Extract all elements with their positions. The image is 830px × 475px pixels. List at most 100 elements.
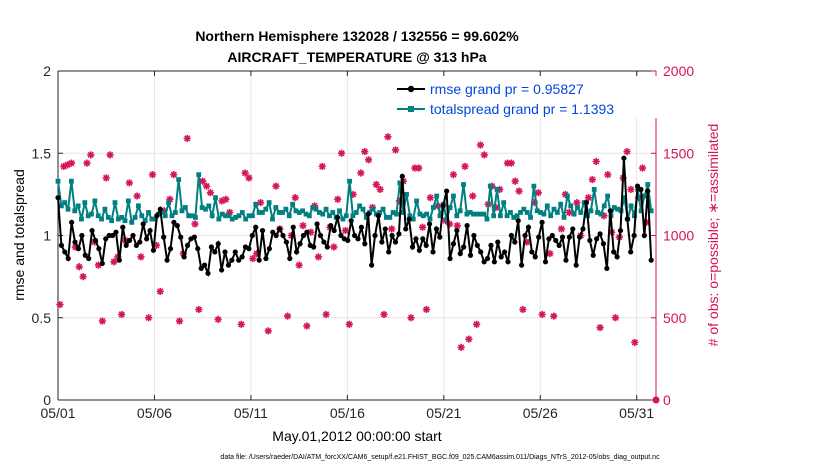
spread-point: [404, 191, 409, 197]
obs-point: [457, 343, 465, 351]
x-tick-label: 05/16: [330, 405, 365, 421]
spread-point: [514, 213, 520, 219]
rmse-point: [144, 236, 150, 242]
axes: [57, 70, 657, 401]
rmse-point: [392, 239, 399, 245]
obs-point: [314, 253, 323, 261]
spread-point: [491, 213, 497, 219]
obs-point: [303, 322, 311, 330]
spread-point: [216, 216, 222, 222]
obs-point: [519, 305, 527, 314]
obs-point-stroke: [600, 212, 608, 219]
obs-point: [330, 243, 338, 251]
rmse-point: [147, 227, 153, 234]
y-tick-label: 2: [43, 63, 51, 79]
obs-point: [623, 148, 631, 156]
rmse-point: [573, 262, 579, 268]
spread-point: [239, 210, 245, 215]
rmse-point: [314, 221, 320, 227]
spread-point: [310, 205, 316, 210]
spread-point: [564, 193, 570, 199]
obs-point-stroke: [357, 169, 365, 177]
spread-point: [152, 216, 158, 222]
rmse-point: [89, 227, 95, 234]
rmse-point: [58, 242, 65, 248]
obs-point: [426, 194, 434, 202]
y-tick-label: 0.5: [32, 310, 52, 326]
rmse-point: [140, 221, 146, 227]
rmse-point: [382, 226, 388, 232]
rmse-point: [638, 186, 644, 193]
rmse-point: [576, 234, 583, 240]
obs-point: [445, 220, 454, 228]
spread-point: [353, 210, 359, 215]
obs-point-stroke: [322, 311, 330, 318]
rmse-point: [413, 236, 419, 242]
rmse-point: [570, 226, 576, 232]
obs-point-stroke: [99, 317, 106, 325]
rmse-point: [525, 224, 532, 230]
spread-point: [65, 206, 71, 212]
obs-point: [557, 225, 566, 233]
rmse-point: [403, 226, 409, 232]
rmse-point: [634, 183, 641, 189]
obs-point-stroke: [627, 186, 635, 193]
spread-point: [136, 203, 141, 209]
spread-point: [538, 210, 543, 215]
obs-point-stroke: [79, 273, 87, 280]
rmse-point: [450, 241, 457, 247]
rmse-point: [621, 155, 627, 161]
spread-point: [313, 206, 319, 212]
spread-point: [226, 213, 232, 219]
spread-point: [434, 193, 440, 199]
spread-point: [497, 213, 503, 219]
obs-point-stroke: [546, 250, 554, 257]
obs-point-stroke: [214, 316, 222, 323]
rmse-point: [109, 232, 116, 239]
spread-point: [598, 211, 604, 217]
spread-point: [172, 210, 178, 215]
spread-point: [219, 211, 225, 217]
obs-point-stroke: [315, 253, 322, 261]
spread-point: [451, 193, 456, 199]
rmse-point: [590, 252, 596, 258]
rmse-point: [157, 206, 163, 212]
obs-point: [191, 220, 199, 228]
spread-point: [638, 208, 644, 214]
rmse-point: [208, 244, 215, 250]
obs-point-stroke: [170, 171, 177, 178]
rmse-point: [457, 250, 463, 257]
obs-point: [422, 305, 431, 314]
rmse-point: [495, 239, 501, 245]
rmse-point: [553, 237, 559, 244]
rmse-point: [201, 262, 208, 268]
obs-point-zero: [652, 396, 660, 404]
obs-point-stroke: [257, 199, 264, 206]
spread-point: [390, 210, 396, 215]
rmse-point: [123, 242, 129, 248]
spread-point: [320, 211, 326, 217]
obs-point: [256, 199, 265, 207]
spread-point: [179, 208, 185, 214]
rmse-point: [355, 236, 361, 242]
obs-point: [465, 335, 473, 343]
rmse-point: [416, 247, 422, 253]
spread-point: [109, 218, 115, 224]
spread-point: [55, 178, 61, 184]
spread-point: [337, 208, 342, 214]
spread-point: [588, 208, 594, 214]
rmse-point: [345, 237, 351, 244]
obs-point-stroke: [299, 222, 307, 229]
rmse-point: [283, 239, 290, 245]
spread-point: [363, 215, 369, 220]
rmse-point: [505, 259, 511, 265]
obs-point: [372, 180, 380, 189]
rmse-point: [239, 254, 245, 260]
rmse-point: [82, 252, 88, 258]
obs-point-stroke: [427, 194, 434, 201]
obs-point: [573, 199, 581, 207]
obs-point-stroke: [68, 159, 75, 167]
obs-point: [388, 225, 396, 233]
obs-point-stroke: [388, 225, 395, 233]
rmse-point: [331, 227, 337, 234]
